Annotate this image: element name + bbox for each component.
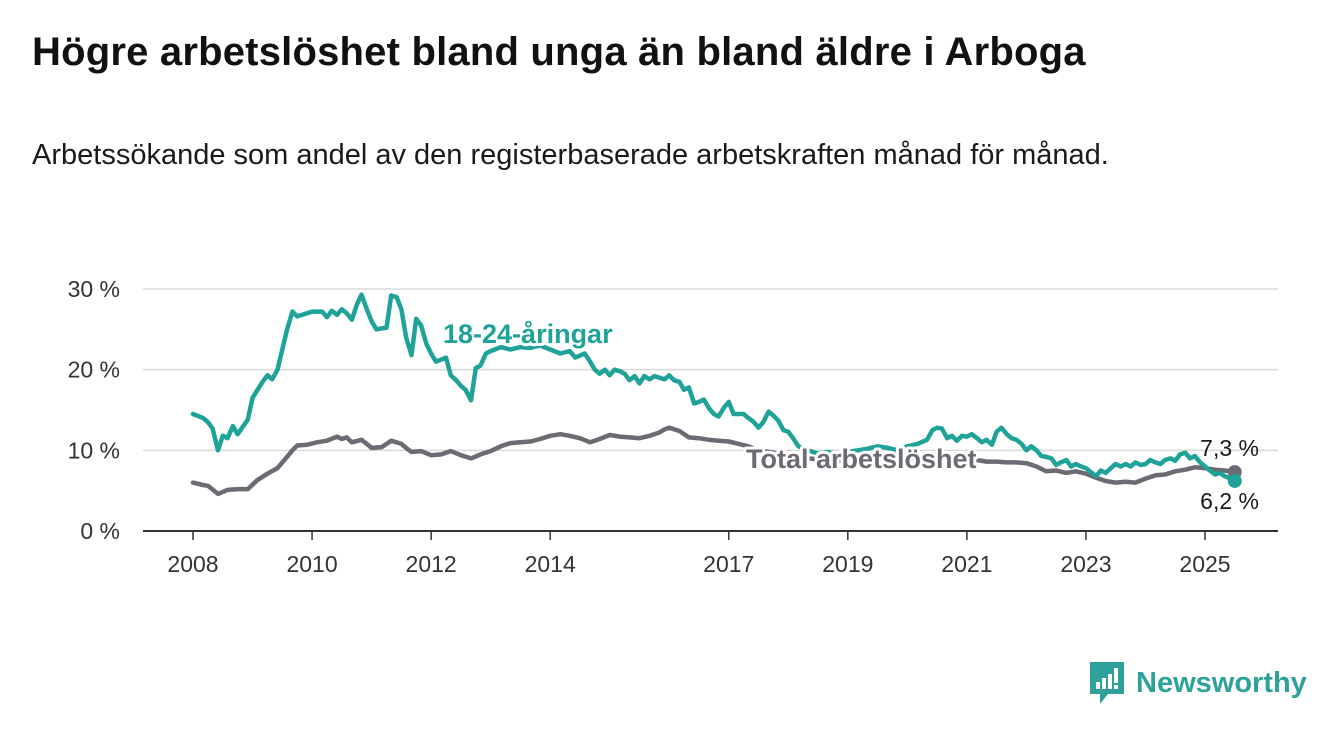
x-tick-label: 2014 bbox=[525, 551, 576, 577]
x-tick-label: 2023 bbox=[1060, 551, 1111, 577]
series-label-18-24-halo: 18-24-åringar bbox=[443, 319, 613, 349]
x-tick-label: 2019 bbox=[822, 551, 873, 577]
grid-lines bbox=[143, 288, 1278, 452]
y-tick-label: 30 % bbox=[68, 276, 120, 302]
brand-name: Newsworthy bbox=[1136, 666, 1307, 699]
x-tick-label: 2008 bbox=[167, 551, 218, 577]
end-value-total: 7,3 % bbox=[1200, 435, 1259, 461]
newsworthy-brand: Newsworthy bbox=[1088, 660, 1307, 706]
series-label-18-24: 18-24-åringar bbox=[443, 319, 613, 349]
series-line-18-24 bbox=[190, 292, 1238, 484]
chart-subtitle: Arbetssökande som andel av den registerb… bbox=[32, 139, 1109, 171]
y-tick-label: 20 % bbox=[68, 357, 120, 383]
x-tick-label: 2021 bbox=[941, 551, 992, 577]
axes: 0 % 10 % 20 % 30 % 2008 2010 2012 2014 2017 2019 2… bbox=[68, 276, 1278, 577]
newsworthy-logo-icon bbox=[1090, 662, 1124, 704]
series-label-total: Total arbetslöshet bbox=[746, 444, 977, 474]
x-tick-label: 2025 bbox=[1179, 551, 1230, 577]
x-tick-label: 2010 bbox=[286, 551, 337, 577]
series-line-total bbox=[190, 425, 1238, 497]
x-tick-label: 2012 bbox=[406, 551, 457, 577]
x-tick-label: 2017 bbox=[703, 551, 754, 577]
end-point-18-24 bbox=[1227, 473, 1242, 488]
end-value-18-24: 6,2 % bbox=[1200, 488, 1259, 514]
series-label-total-halo: Total arbetslöshet bbox=[746, 444, 977, 474]
series-lines bbox=[190, 292, 1242, 497]
y-tick-label: 0 % bbox=[80, 518, 120, 544]
chart-title: Högre arbetslöshet bland unga än bland ä… bbox=[32, 30, 1086, 74]
y-tick-label: 10 % bbox=[68, 437, 120, 463]
